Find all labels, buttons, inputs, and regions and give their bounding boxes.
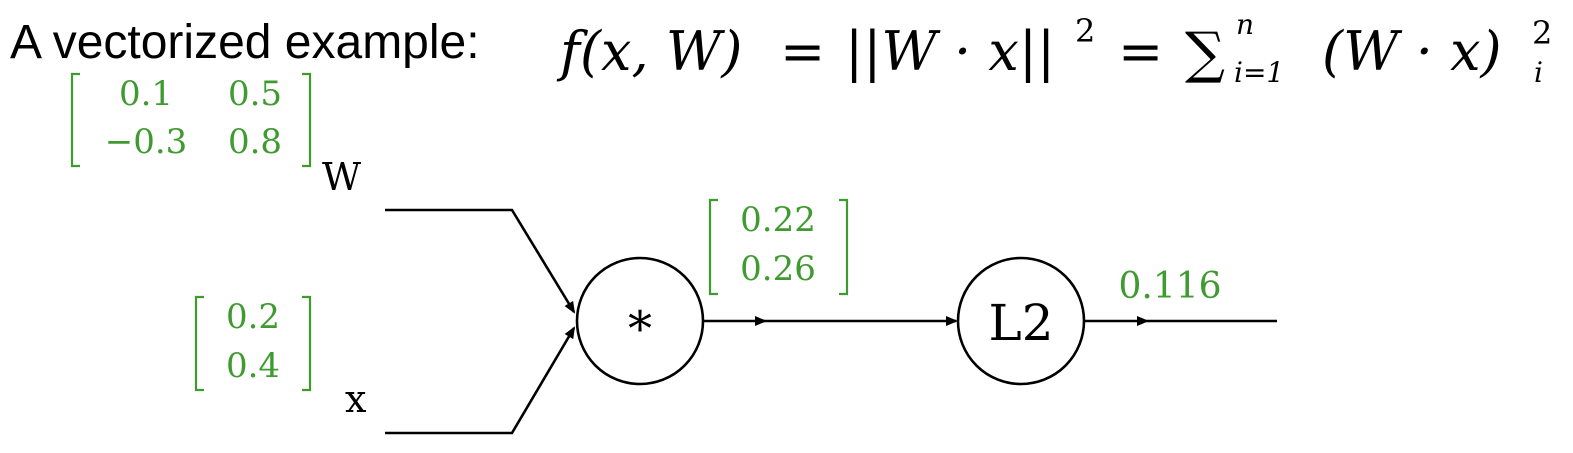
formula-lhs: f(x, W) <box>556 20 742 83</box>
formula-equals-1: = <box>780 20 825 83</box>
intermediate-left-bracket <box>708 198 718 296</box>
formula-equals-2: = <box>1118 20 1163 83</box>
summand-exponent: 2 <box>1532 14 1552 52</box>
x-vector-right-bracket <box>302 295 312 392</box>
w-matrix-left-bracket <box>70 72 80 168</box>
formula: f(x, W) = ||W · x|| 2 = ∑ n i=1 (W · x) … <box>556 8 1552 89</box>
w-matrix-right-bracket <box>302 72 312 168</box>
multiply-node: * <box>575 256 705 386</box>
w-input-label: W <box>322 155 361 199</box>
l2-symbol: L2 <box>988 294 1053 352</box>
sum-symbol: ∑ <box>1185 21 1225 86</box>
title: A vectorized example: f(x, W) = ||W · x|… <box>10 8 1552 89</box>
x-input-label: x <box>345 377 366 421</box>
x-vector-left-bracket <box>194 295 204 392</box>
w-edge <box>385 208 576 314</box>
intermediate-vector: 0.22 0.26 <box>708 198 849 296</box>
sum-upper-limit: n <box>1236 8 1254 41</box>
formula-norm-exponent: 2 <box>1075 12 1095 50</box>
title-prefix: A vectorized example: <box>10 16 480 69</box>
sum-lower-limit: i=1 <box>1234 56 1284 89</box>
w-matrix-cell: −0.3 <box>105 122 188 162</box>
intermediate-cell: 0.26 <box>740 249 816 289</box>
formula-norm: ||W · x|| <box>845 20 1055 83</box>
x-vector-cell: 0.4 <box>226 346 280 386</box>
summand-subscript: i <box>1534 56 1543 89</box>
l2-node: L2 <box>956 256 1086 386</box>
intermediate-right-bracket <box>839 198 849 296</box>
intermediate-cell: 0.22 <box>740 200 816 240</box>
x-vector-cell: 0.2 <box>226 297 280 337</box>
w-matrix-cell: 0.1 <box>119 74 173 114</box>
w-matrix-cell: 0.8 <box>228 122 282 162</box>
w-matrix-cell: 0.5 <box>228 74 282 114</box>
w-matrix: 0.1 0.5 −0.3 0.8 <box>70 72 312 168</box>
output-value: 0.116 <box>1118 266 1221 307</box>
x-vector: 0.2 0.4 <box>194 295 312 392</box>
summand: (W · x) <box>1322 20 1502 83</box>
multiply-symbol: * <box>628 301 652 357</box>
x-edge <box>385 326 576 435</box>
